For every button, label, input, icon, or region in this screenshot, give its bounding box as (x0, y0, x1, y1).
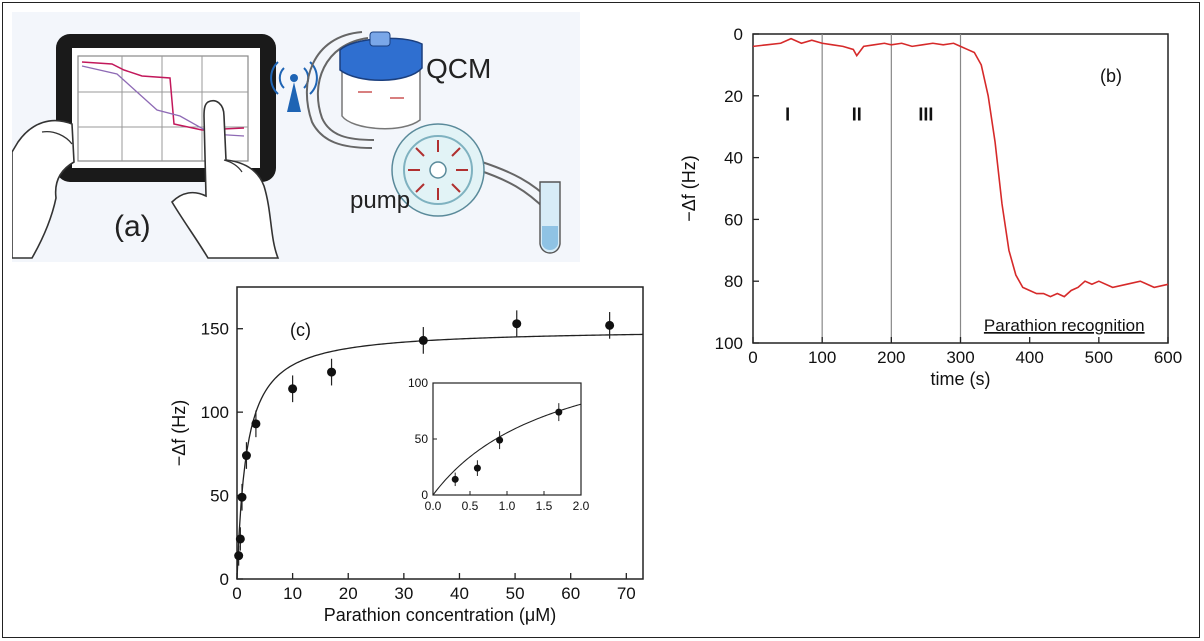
x-tick-label: 0 (748, 348, 757, 367)
data-point (327, 367, 337, 377)
region-label-ii: II (852, 105, 862, 125)
data-point (251, 419, 261, 429)
inset-data-point (496, 436, 504, 444)
data-point (237, 492, 247, 502)
panel-b-x-axis-label: time (s) (931, 369, 991, 389)
region-label-i: I (785, 105, 790, 125)
pump-icon (391, 123, 485, 217)
y-tick-label: 50 (210, 487, 229, 506)
y-tick-label: 150 (201, 320, 229, 339)
x-tick-label: 10 (283, 584, 302, 603)
y-tick-label: 80 (724, 272, 743, 291)
x-tick-label: 0 (232, 584, 241, 603)
inset-data-point (473, 464, 481, 472)
data-point (605, 320, 615, 330)
x-tick-label: 300 (946, 348, 974, 367)
panel-c-x-axis-label: Parathion concentration (μM) (324, 605, 556, 625)
panel-c-label: (c) (290, 320, 311, 340)
panel-c-plot-frame (236, 286, 644, 580)
data-point (288, 384, 298, 394)
x-tick-label: 100 (808, 348, 836, 367)
x-tick-label: 40 (450, 584, 469, 603)
x-tick-label: 30 (394, 584, 413, 603)
qcm-device-icon (339, 31, 423, 130)
data-point (241, 451, 251, 461)
data-point (418, 335, 428, 345)
inset-y-tick-label: 100 (408, 376, 428, 390)
y-tick-label: 60 (724, 210, 743, 229)
x-tick-label: 70 (617, 584, 636, 603)
x-tick-label: 20 (339, 584, 358, 603)
x-tick-label: 200 (877, 348, 905, 367)
inset-x-tick-label: 1.5 (536, 499, 553, 513)
inset-x-tick-label: 0.0 (425, 499, 442, 513)
panel-b-label: (b) (1100, 66, 1122, 86)
x-tick-label: 500 (1085, 348, 1113, 367)
data-point (234, 551, 244, 561)
data-point (512, 319, 522, 329)
y-tick-label: 20 (724, 87, 743, 106)
inset-data-point (451, 475, 459, 483)
y-tick-label: 0 (734, 25, 743, 44)
inset-x-tick-label: 2.0 (573, 499, 590, 513)
inset-data-point (555, 408, 563, 416)
panel-a-label: (a) (114, 210, 151, 243)
region-label-iii: III (918, 105, 933, 125)
hand-left-icon (11, 119, 75, 259)
inset-x-tick-label: 1.0 (499, 499, 516, 513)
panel-c-y-axis-label: −Δf (Hz) (169, 400, 189, 467)
y-tick-label: 100 (201, 403, 229, 422)
x-tick-label: 400 (1015, 348, 1043, 367)
inset-x-tick-label: 0.5 (462, 499, 479, 513)
qcm-label: QCM (426, 53, 491, 84)
data-point (235, 534, 245, 544)
panel-b-annotation: Parathion recognition (984, 316, 1145, 335)
inset-y-tick-label: 0 (421, 488, 428, 502)
y-tick-label: 40 (724, 149, 743, 168)
frequency-shift-series-line (752, 37, 1169, 298)
setup-illustration: QCM pump (a) (11, 12, 580, 262)
hand-right-icon (170, 100, 280, 259)
panel-a-illustration: QCM pump (a) (11, 12, 580, 262)
y-tick-label: 0 (220, 570, 229, 589)
panel-b-y-axis-label: −Δf (Hz) (679, 155, 699, 222)
y-tick-label: 100 (715, 334, 743, 353)
x-tick-label: 60 (561, 584, 580, 603)
inset-y-tick-label: 50 (415, 432, 429, 446)
x-tick-label: 50 (506, 584, 525, 603)
langmuir-fit-curve (236, 333, 644, 580)
vial-icon (539, 181, 561, 254)
x-tick-label: 600 (1154, 348, 1182, 367)
pump-label: pump (350, 187, 410, 214)
